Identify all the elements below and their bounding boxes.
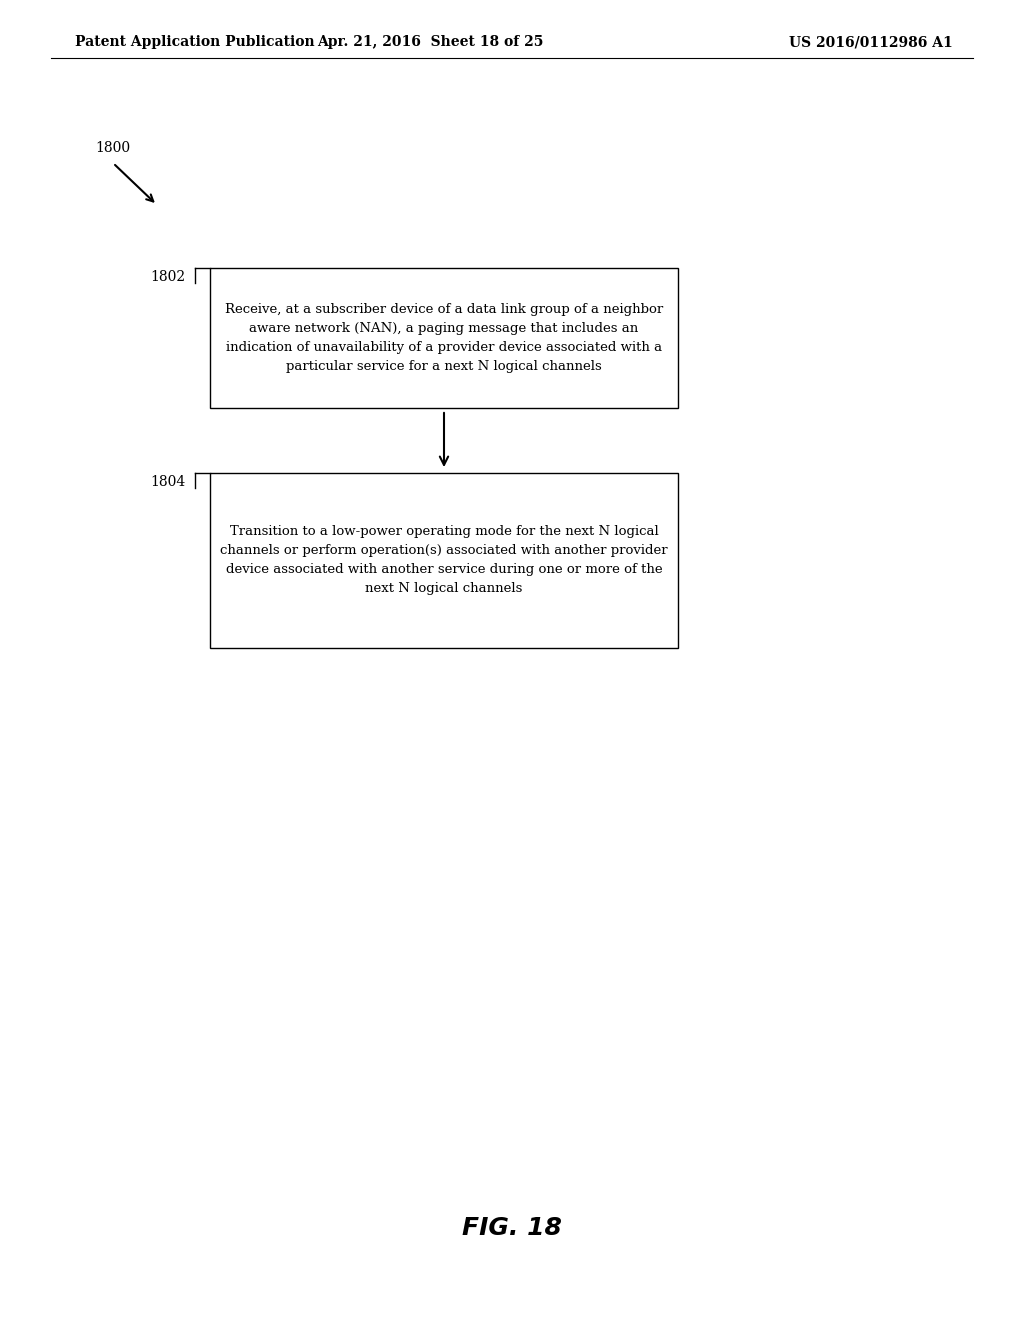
Text: FIG. 18: FIG. 18: [462, 1216, 562, 1239]
Text: Apr. 21, 2016  Sheet 18 of 25: Apr. 21, 2016 Sheet 18 of 25: [316, 36, 544, 49]
Text: 1800: 1800: [95, 141, 130, 154]
Text: Receive, at a subscriber device of a data link group of a neighbor
aware network: Receive, at a subscriber device of a dat…: [225, 304, 664, 374]
Text: US 2016/0112986 A1: US 2016/0112986 A1: [788, 36, 952, 49]
Text: 1804: 1804: [150, 475, 185, 488]
Text: Patent Application Publication: Patent Application Publication: [75, 36, 314, 49]
Text: 1802: 1802: [150, 271, 185, 284]
Text: Transition to a low-power operating mode for the next N logical
channels or perf: Transition to a low-power operating mode…: [220, 525, 668, 595]
